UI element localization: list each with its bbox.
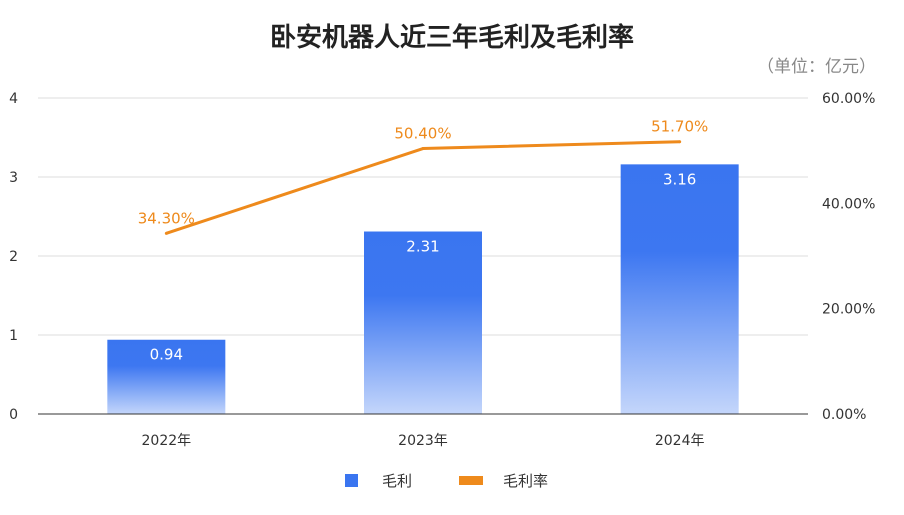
bar [107, 339, 226, 414]
line-point [421, 147, 425, 151]
y-left-tick-label: 1 [9, 328, 18, 344]
line-series [165, 140, 680, 235]
x-tick-label: 2024年 [655, 433, 705, 449]
legend-swatch-bar [345, 474, 358, 487]
line-data-label: 50.40% [394, 125, 451, 143]
bar-data-label: 0.94 [150, 346, 183, 364]
line-point [164, 231, 168, 235]
legend-label: 毛利 [382, 472, 412, 490]
bar [620, 164, 739, 414]
bar-data-label: 3.16 [663, 170, 696, 188]
y-right-tick-label: 20.00% [822, 302, 875, 318]
bar-data-label: 2.31 [406, 238, 439, 256]
y-right-tick-label: 60.00% [822, 91, 875, 107]
y-left-tick-label: 0 [9, 407, 18, 423]
y-left-tick-label: 4 [9, 91, 18, 107]
y-left-tick-label: 2 [9, 249, 18, 265]
unit-note: （单位：亿元） [757, 57, 876, 77]
y-left-tick-label: 3 [9, 170, 18, 186]
chart-title: 卧安机器人近三年毛利及毛利率 [270, 22, 634, 53]
x-tick-label: 2023年 [398, 433, 448, 449]
legend-swatch-line [459, 476, 483, 485]
bar [364, 231, 482, 414]
line-data-label: 34.30% [138, 209, 195, 227]
y-right-tick-label: 40.00% [822, 196, 875, 212]
y-right-tick-label: 0.00% [822, 407, 866, 423]
line-point [678, 140, 682, 144]
line-data-label: 51.70% [651, 118, 708, 136]
x-tick-label: 2022年 [142, 433, 192, 449]
legend-label: 毛利率 [503, 472, 548, 490]
